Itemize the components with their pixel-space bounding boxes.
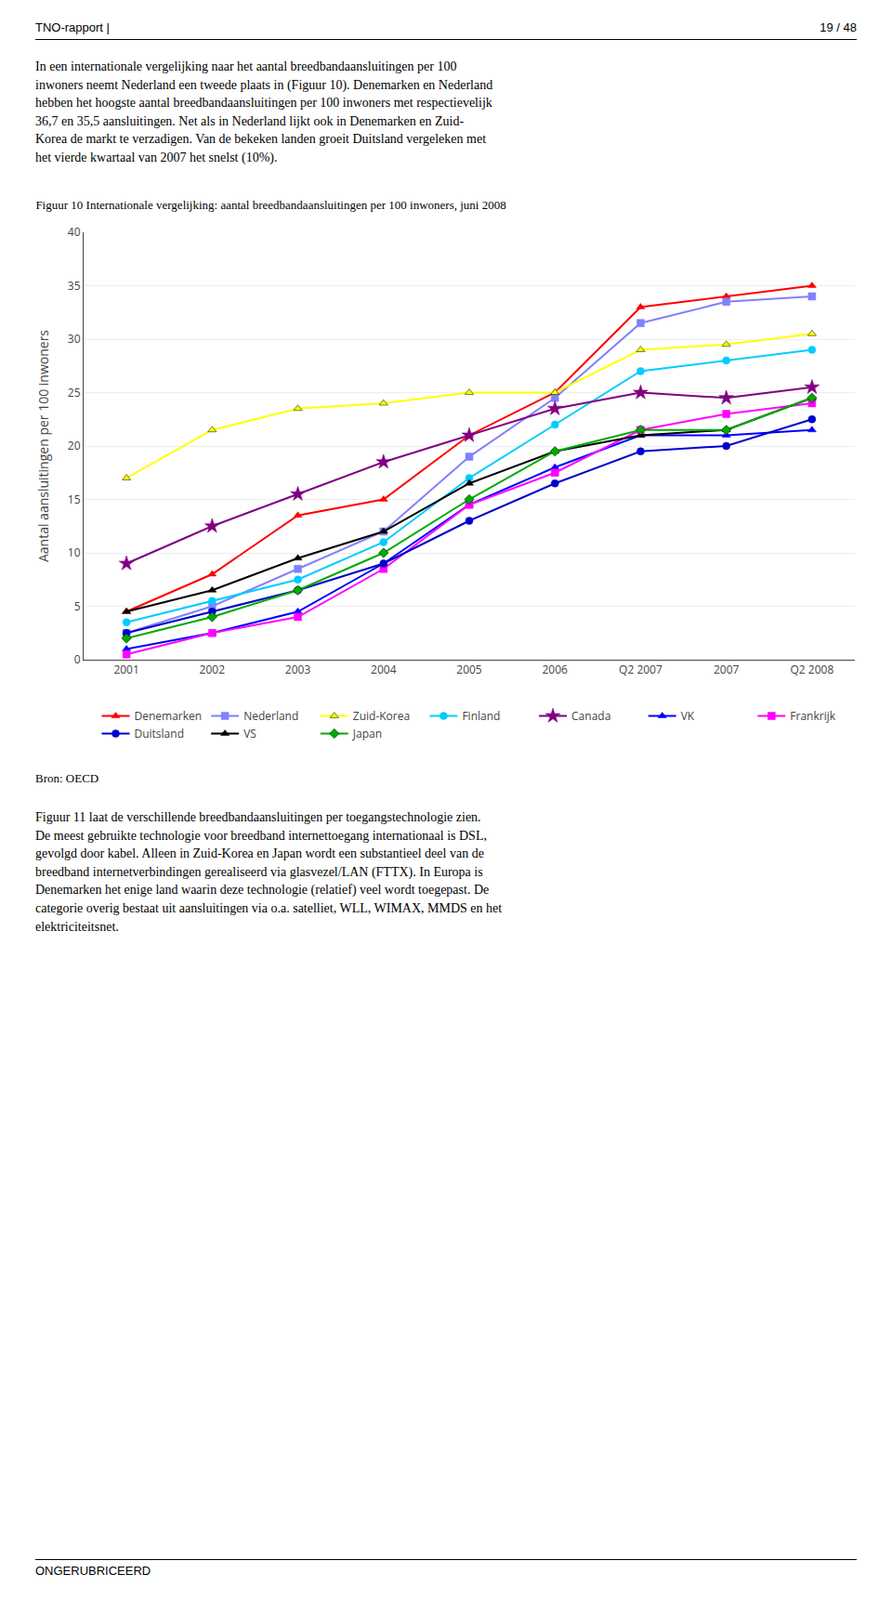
svg-text:Zuid-Korea: Zuid-Korea bbox=[353, 708, 410, 724]
svg-text:2001: 2001 bbox=[113, 661, 139, 678]
svg-text:Finland: Finland bbox=[461, 708, 500, 724]
html-text:Bron: OECD: Bron: OECD bbox=[35, 771, 99, 786]
html-text:Figuur 11 laat de verschillend: Figuur 11 laat de verschillende breedban… bbox=[35, 810, 502, 934]
svg-text:Q2 2008: Q2 2008 bbox=[790, 661, 835, 678]
svg-text:Figuur 10 Internationale verge: Figuur 10 Internationale vergelijking: a… bbox=[35, 197, 506, 212]
svg-text:VS: VS bbox=[243, 725, 257, 742]
svg-text:0: 0 bbox=[74, 651, 81, 668]
svg-text:Japan: Japan bbox=[352, 725, 382, 742]
svg-text:2006: 2006 bbox=[541, 661, 568, 678]
svg-text:10: 10 bbox=[67, 544, 81, 561]
svg-text:Duitsland: Duitsland bbox=[134, 725, 185, 742]
svg-text:20: 20 bbox=[67, 437, 81, 454]
svg-text:Q2 2007: Q2 2007 bbox=[618, 661, 663, 678]
svg-text:Aantal aansluitingen per 100 i: Aantal aansluitingen per 100 inwoners bbox=[34, 329, 53, 563]
svg-text:5: 5 bbox=[74, 598, 81, 615]
html-text:TNO-rapport |: TNO-rapport | bbox=[35, 20, 110, 35]
svg-text:2004: 2004 bbox=[370, 661, 397, 678]
svg-text:Canada: Canada bbox=[571, 708, 611, 724]
svg-text:2003: 2003 bbox=[285, 661, 312, 678]
svg-text:40: 40 bbox=[67, 223, 81, 240]
svg-text:15: 15 bbox=[67, 491, 81, 508]
svg-text:2002: 2002 bbox=[199, 661, 226, 678]
svg-text:VK: VK bbox=[681, 708, 696, 724]
svg-text:Frankrijk: Frankrijk bbox=[789, 708, 836, 724]
svg-text:Denemarken: Denemarken bbox=[134, 708, 203, 724]
svg-text:30: 30 bbox=[67, 330, 81, 347]
svg-text:25: 25 bbox=[67, 384, 81, 401]
html-text:ONGERUBRICEERD: ONGERUBRICEERD bbox=[35, 1563, 151, 1578]
svg-text:2007: 2007 bbox=[713, 661, 740, 678]
html-text:In een internationale vergelij: In een internationale vergelijking naar … bbox=[35, 59, 493, 165]
svg-text:2005: 2005 bbox=[456, 661, 483, 678]
html-text:19 / 48: 19 / 48 bbox=[819, 20, 857, 35]
svg-text:Nederland: Nederland bbox=[243, 708, 299, 724]
svg-text:35: 35 bbox=[67, 277, 81, 294]
